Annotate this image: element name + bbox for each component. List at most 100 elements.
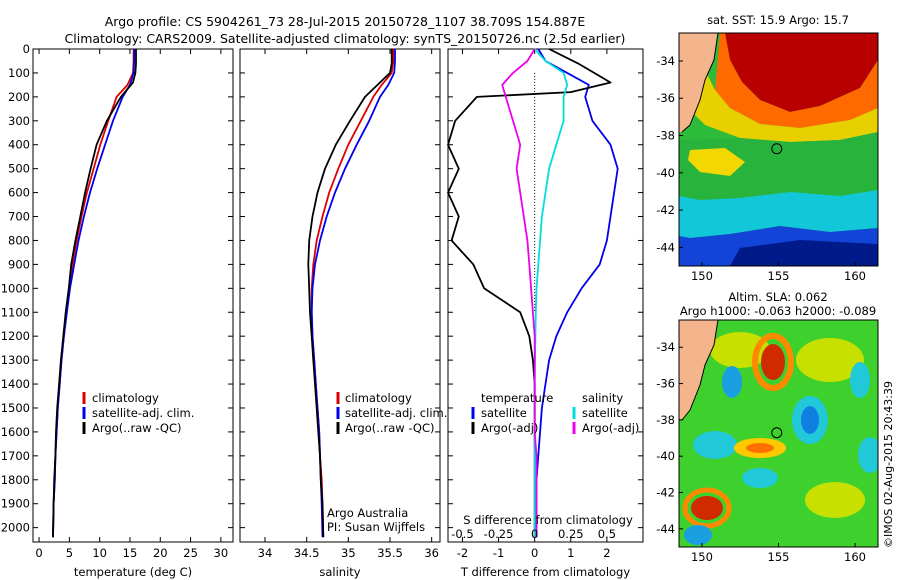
- legend-label-sal-satellite: satellite: [582, 406, 628, 420]
- sst-cyan-band: [679, 190, 878, 238]
- x-tick-label: 34: [258, 546, 273, 560]
- map-y-tick-label: -38: [656, 413, 675, 427]
- map-x-tick-label: 155: [768, 550, 790, 564]
- map-y-tick-label: -42: [656, 486, 675, 500]
- difference-s-axis-label: S difference from climatology: [463, 513, 633, 527]
- y-tick-label: 100: [8, 66, 30, 80]
- y-tick-label: 1900: [1, 497, 30, 511]
- map-y-tick-label: -44: [656, 522, 675, 536]
- sst-yellow-band: [690, 60, 878, 142]
- difference-axes-frame: [447, 48, 644, 543]
- sst-coastline: [681, 33, 719, 133]
- x-tick-label: 0: [531, 546, 538, 560]
- series-line: [52, 49, 135, 538]
- sla-coastline: [681, 320, 719, 421]
- s-tick-label: 0.25: [558, 527, 584, 541]
- legend-label-climatology: climatology: [92, 391, 159, 405]
- series-line: [310, 49, 395, 538]
- legend-label-sal-argo: Argo(-adj): [582, 421, 639, 435]
- y-tick-label: 500: [8, 162, 30, 176]
- legend-label-temp-argo: Argo(-adj): [481, 421, 538, 435]
- map-y-tick-label: -36: [656, 91, 675, 105]
- sla-cyan-eddy-3: [693, 431, 737, 459]
- y-tick-label: 200: [8, 90, 30, 104]
- y-tick-label: 1000: [1, 281, 30, 295]
- s-tick-label: -0.25: [484, 527, 514, 541]
- sla-cyan-eddy-2: [850, 362, 870, 398]
- map-y-tick-label: -36: [656, 377, 675, 391]
- x-tick-label: -1: [493, 546, 504, 560]
- sla-map-title-line1: Altim. SLA: 0.062: [728, 290, 827, 304]
- series-line: [52, 49, 137, 538]
- map-x-tick-label: 150: [691, 550, 713, 564]
- x-tick-label: 15: [123, 546, 138, 560]
- x-tick-label: 0: [35, 546, 42, 560]
- figure-title-line2: Climatology: CARS2009. Satellite-adjuste…: [65, 31, 626, 46]
- sla-map-axes: 150 155 160 -34 -36 -38 -40 -42 -44: [656, 340, 866, 564]
- salinity-plot: 34 34.5 35 35.5 36 salinity: [240, 48, 440, 579]
- x-tick-label: 35.5: [377, 546, 403, 560]
- x-tick-label: 25: [183, 546, 198, 560]
- sla-orange-blob-1: [746, 443, 774, 453]
- y-tick-label: 700: [8, 210, 30, 224]
- map-x-tick-label: 160: [844, 269, 866, 283]
- salinity-legend: climatology satellite-adj. clim. Argo(..…: [327, 391, 447, 534]
- sla-orange-eddy-2: [682, 487, 732, 529]
- sla-red-eddy-2: [691, 496, 723, 520]
- x-tick-label: 30: [214, 546, 229, 560]
- legend-label-temp-satellite: satellite: [481, 406, 527, 420]
- x-tick-label: 2: [603, 546, 610, 560]
- series-line: [307, 49, 393, 538]
- sst-warm-core-red: [725, 33, 878, 112]
- y-tick-label: 1500: [1, 401, 30, 415]
- series-line: [447, 48, 612, 538]
- x-axis-label: temperature (deg C): [74, 565, 192, 579]
- difference-legend-salinity: salinity satellite Argo(-adj): [572, 391, 639, 435]
- sst-warm-orange: [715, 33, 878, 128]
- x-tick-label: 1: [567, 546, 574, 560]
- sla-land: [679, 320, 718, 420]
- sst-map: [679, 33, 878, 266]
- temperature-axes-frame: [32, 48, 234, 543]
- map-y-tick-label: -40: [656, 166, 675, 180]
- sla-yellow-blob-4: [805, 482, 865, 518]
- legend-label-satellite: satellite-adj. clim.: [345, 406, 447, 420]
- sla-cyan-eddy-4: [742, 468, 778, 488]
- map-y-tick-label: -44: [656, 240, 675, 254]
- credit-pi: PI: Susan Wijffels: [327, 520, 425, 534]
- legend-title-temperature: temperature: [481, 391, 553, 405]
- series-line: [501, 48, 538, 538]
- credit-org: Argo Australia: [327, 506, 408, 520]
- map-y-tick-label: -40: [656, 449, 675, 463]
- sla-map-title-line2: Argo h1000: -0.063 h2000: -0.089: [680, 304, 876, 318]
- sst-land: [679, 33, 718, 132]
- sla-cyan-eddy-5: [858, 437, 878, 473]
- y-tick-label: 1100: [1, 305, 30, 319]
- sst-map-title: sat. SST: 15.9 Argo: 15.7: [707, 13, 849, 27]
- sla-yellow-blob-1: [710, 332, 770, 368]
- s-tick-label: -0.5: [451, 527, 473, 541]
- sst-profile-marker: [771, 143, 783, 155]
- legend-label-climatology: climatology: [345, 391, 412, 405]
- temperature-plot: 0 5 10 15 20 25 30 temperature (deg C) 0 100 200 30…: [1, 42, 233, 579]
- series-line: [533, 48, 569, 538]
- y-tick-label: 900: [8, 257, 30, 271]
- map-y-tick-label: -34: [656, 54, 675, 68]
- sla-profile-marker: [771, 427, 783, 439]
- sst-dark-blue: [730, 240, 878, 266]
- sla-blue-eddy-1: [722, 366, 742, 398]
- series-line: [310, 49, 396, 538]
- y-tick-label: 1600: [1, 425, 30, 439]
- map-y-tick-label: -42: [656, 203, 675, 217]
- sla-blue-eddy-3: [684, 525, 712, 545]
- map-y-tick-label: -38: [656, 129, 675, 143]
- x-tick-label: 34.5: [294, 546, 320, 560]
- imos-stamp: ©IMOS 02-Aug-2015 20:43:39: [882, 381, 895, 548]
- s-tick-label: 0.5: [598, 527, 616, 541]
- y-tick-label: 2000: [1, 521, 30, 535]
- difference-legend-temperature: temperature satellite Argo(-adj): [471, 391, 553, 435]
- sla-map: [679, 320, 878, 547]
- x-axis-label: T difference from climatology: [460, 565, 631, 579]
- y-tick-label: 1300: [1, 353, 30, 367]
